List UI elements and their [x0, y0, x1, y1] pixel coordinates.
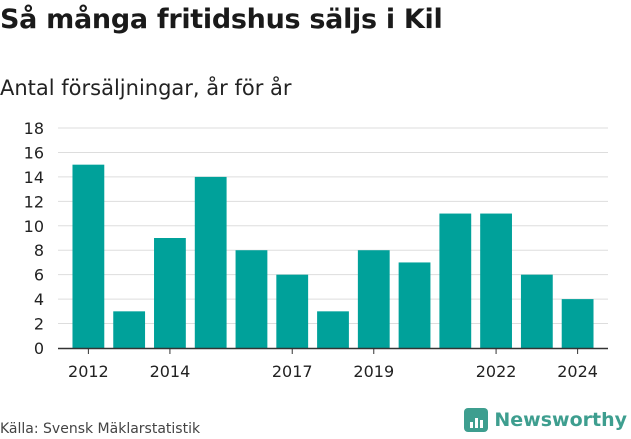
bar-2023: [520, 274, 553, 348]
brand-logo: Newsworthy: [464, 408, 627, 432]
newsworthy-icon: [464, 408, 489, 432]
y-tick-label: 8: [34, 241, 44, 260]
y-tick-label: 10: [24, 217, 44, 236]
bar-2018: [317, 311, 349, 348]
bar-2013: [113, 311, 146, 348]
bar-2017: [276, 274, 309, 348]
bar-2024: [561, 299, 594, 348]
y-tick-label: 18: [24, 119, 44, 138]
x-tick-label: 2022: [476, 362, 517, 381]
x-tick-label: 2019: [353, 362, 394, 381]
brand-name: Newsworthy: [494, 409, 627, 431]
bar-2022: [480, 213, 512, 348]
bar-2021: [439, 213, 472, 348]
y-tick-label: 12: [24, 192, 44, 211]
bar-2015: [194, 176, 227, 348]
x-tick-label: 2024: [557, 362, 598, 381]
chart-title: Så många fritidshus säljs i Kil: [0, 4, 443, 35]
y-tick-label: 6: [34, 266, 44, 285]
x-tick-label: 2014: [150, 362, 191, 381]
bar-2019: [357, 250, 390, 348]
x-tick-label: 2017: [272, 362, 313, 381]
bar-2016: [235, 250, 268, 348]
y-tick-label: 4: [34, 290, 44, 309]
bar-2014: [154, 238, 186, 348]
y-tick-label: 14: [24, 168, 44, 187]
bar-chart: 0 2 4 6 8 10 12 14 16 18 2012 2014 2017 2019 2022 2024: [24, 119, 608, 381]
x-tick-label: 2012: [68, 362, 109, 381]
y-tick-label: 16: [24, 143, 44, 162]
chart-subtitle: Antal försäljningar, år för år: [0, 76, 292, 100]
bar-2020: [398, 262, 431, 348]
source-note: Källa: Svensk Mäklarstatistik: [0, 421, 201, 437]
y-tick-label: 0: [34, 339, 44, 358]
bar-2012: [72, 164, 105, 348]
y-tick-label: 2: [34, 315, 44, 334]
